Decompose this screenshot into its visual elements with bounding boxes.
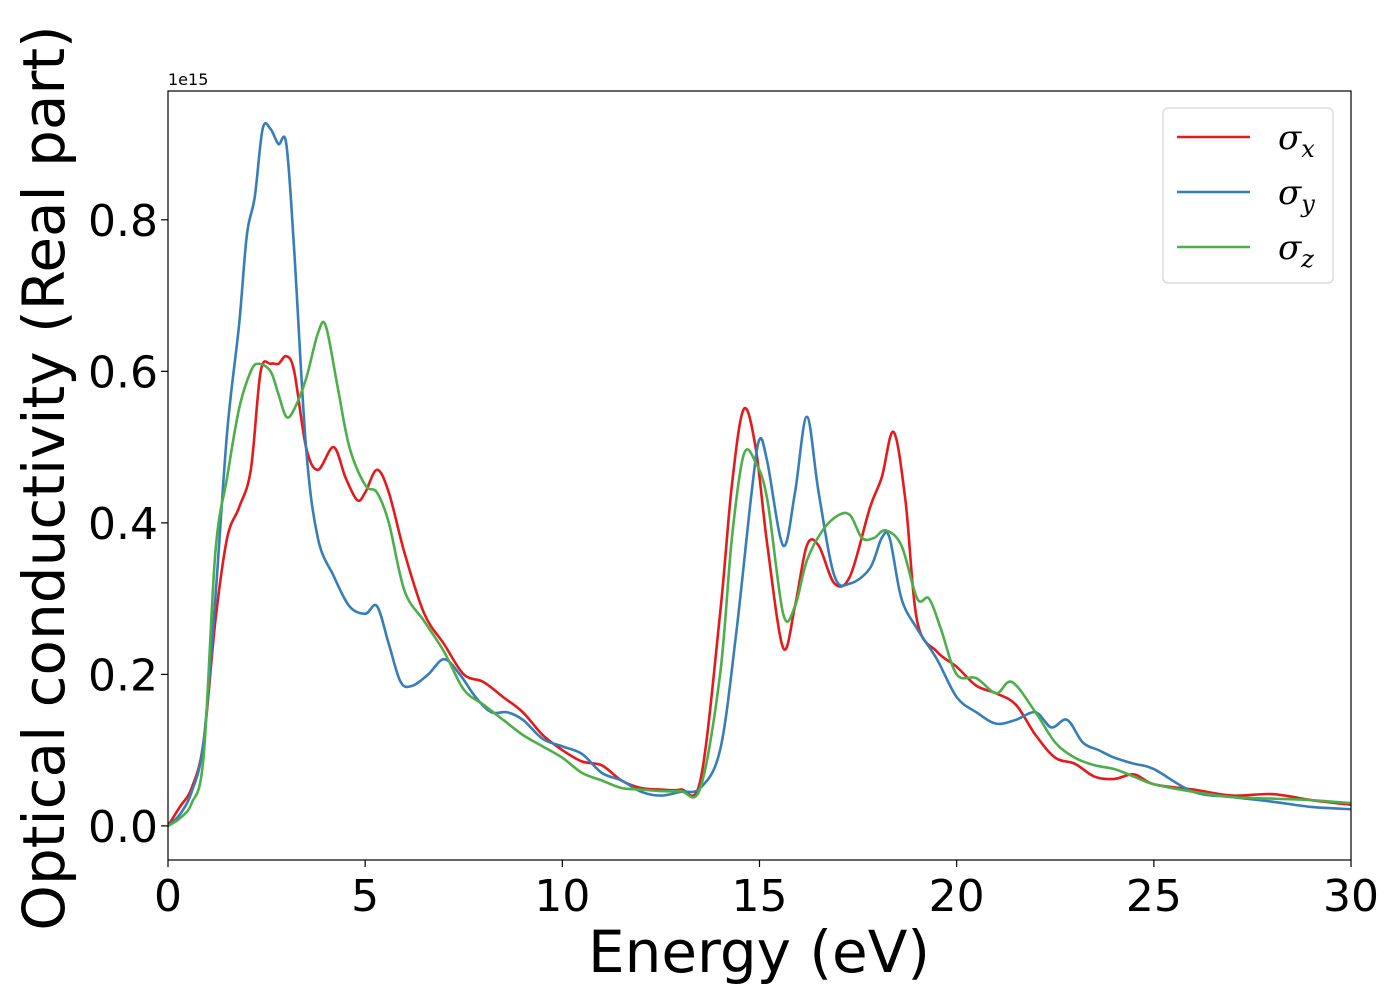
legend-box [1162,107,1334,284]
y-tick-label: 0.8 [88,196,158,247]
y-tick-label: 0.0 [88,802,158,853]
series-line-y [168,121,1351,828]
x-tick-label: 15 [732,871,788,922]
legend-label-z: σz [1278,228,1314,273]
x-tick-label: 5 [351,871,379,922]
x-tick-label: 30 [1323,871,1379,922]
x-tick-label: 0 [154,871,182,922]
series-line-x [168,354,1351,828]
legend-label-y: σy [1278,173,1315,218]
y-axis-ticks: 0.0 0.2 0.4 0.6 0.8 [88,196,168,853]
legend: σx σy σz [1162,107,1334,284]
y-offset-label: 1e15 [168,70,208,89]
y-tick-label: 0.6 [88,347,158,398]
series-layer [168,121,1351,828]
y-axis-title: Optical conductivity (Real part) [10,25,78,930]
series-line-z [168,320,1351,828]
x-tick-label: 10 [534,871,590,922]
x-axis-title: Energy (eV) [588,918,930,986]
legend-label-x: σx [1278,118,1315,163]
y-tick-label: 0.4 [88,499,158,550]
x-tick-label: 20 [929,871,985,922]
x-axis-ticks: 0 5 10 15 20 25 30 [154,860,1379,922]
y-tick-label: 0.2 [88,650,158,701]
x-tick-label: 25 [1126,871,1182,922]
